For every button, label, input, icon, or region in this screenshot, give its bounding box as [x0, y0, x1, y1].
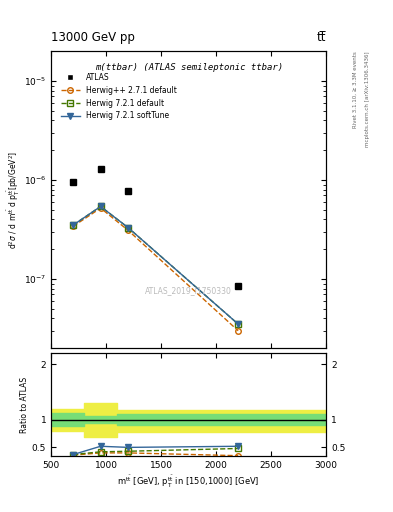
Text: m(ttbar) (ATLAS semileptonic ttbar): m(ttbar) (ATLAS semileptonic ttbar): [95, 63, 283, 72]
Legend: ATLAS, Herwig++ 2.7.1 default, Herwig 7.2.1 default, Herwig 7.2.1 softTune: ATLAS, Herwig++ 2.7.1 default, Herwig 7.…: [58, 70, 180, 123]
Text: 13000 GeV pp: 13000 GeV pp: [51, 31, 135, 44]
Y-axis label: Ratio to ATLAS: Ratio to ATLAS: [20, 376, 29, 433]
Text: mcplots.cern.ch [arXiv:1306.3436]: mcplots.cern.ch [arXiv:1306.3436]: [365, 51, 370, 147]
Text: ATLAS_2019_I1750330: ATLAS_2019_I1750330: [145, 286, 232, 295]
Text: Rivet 3.1.10, ≥ 3.3M events: Rivet 3.1.10, ≥ 3.3M events: [353, 51, 358, 128]
X-axis label: m$^{\mathsf{t\bar{t}}}$ [GeV], p$_\mathsf{T}^{\mathsf{t\bar{t}}}$ in [150,1000] : m$^{\mathsf{t\bar{t}}}$ [GeV], p$_\maths…: [118, 474, 260, 490]
Y-axis label: d$^2\sigma$ / d m$^{\mathsf{t\bar{t}}}$ d p$_\mathsf{T}^{\mathsf{t\bar{t}}}$[pb/: d$^2\sigma$ / d m$^{\mathsf{t\bar{t}}}$ …: [6, 151, 22, 249]
Text: tt̅: tt̅: [317, 31, 326, 44]
